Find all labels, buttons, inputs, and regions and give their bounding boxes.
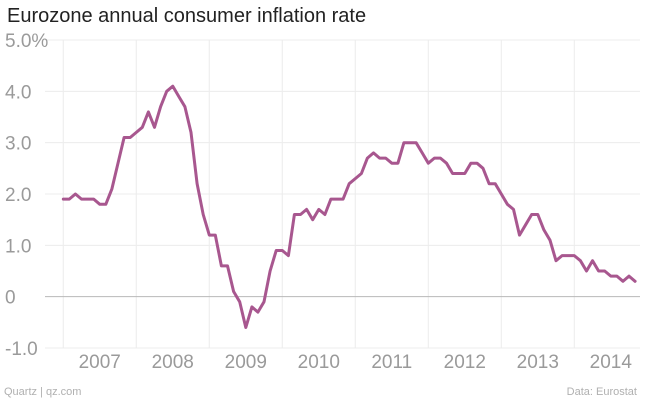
- series-group: [61, 84, 637, 329]
- data-source: Data: Eurostat: [566, 386, 637, 398]
- x-tick-label: 2011: [371, 352, 412, 373]
- x-axis-ticks: 2007 2008 2009 2010 2011 2012 2013 2014: [79, 352, 633, 373]
- y-tick-label: 3.0: [5, 134, 31, 155]
- source-credit: Quartz | qz.com: [4, 386, 82, 398]
- y-tick-label: 1.0: [5, 236, 31, 257]
- x-tick-label: 2008: [152, 352, 194, 373]
- y-tick-label: 4.0: [5, 82, 31, 103]
- y-gridlines: [45, 39, 640, 349]
- y-axis-ticks: -1.0 0 1.0 2.0 3.0 4.0 5.0%: [5, 31, 48, 360]
- y-tick-label: -1.0: [5, 339, 38, 360]
- x-tick-label: 2009: [225, 352, 267, 373]
- x-tick-label: 2010: [298, 352, 340, 373]
- x-tick-label: 2007: [79, 352, 121, 373]
- x-tick-label: 2014: [590, 352, 633, 373]
- chart-title: Eurozone annual consumer inflation rate: [7, 5, 367, 27]
- x-tick-label: 2013: [517, 352, 559, 373]
- y-tick-label: 2.0: [5, 185, 31, 206]
- y-tick-label: 0: [5, 288, 16, 309]
- y-tick-label: 5.0%: [5, 31, 48, 52]
- series-line: [61, 84, 637, 329]
- x-tick-label: 2012: [444, 352, 486, 373]
